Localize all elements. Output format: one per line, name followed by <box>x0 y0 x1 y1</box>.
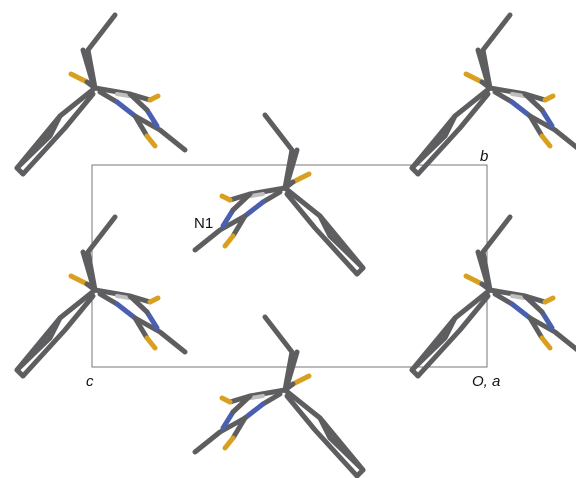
molecule <box>17 15 185 174</box>
axis-label-b: b <box>480 148 488 165</box>
molecule <box>195 317 363 476</box>
axis-label-c: c <box>86 373 94 390</box>
packing-diagram: b N1 c O, a <box>0 0 576 478</box>
molecule <box>195 115 363 274</box>
molecule <box>17 217 185 376</box>
atom-label: N1 <box>194 215 213 232</box>
molecule <box>412 217 576 376</box>
molecule <box>412 15 576 174</box>
origin-label: O, a <box>472 373 500 390</box>
